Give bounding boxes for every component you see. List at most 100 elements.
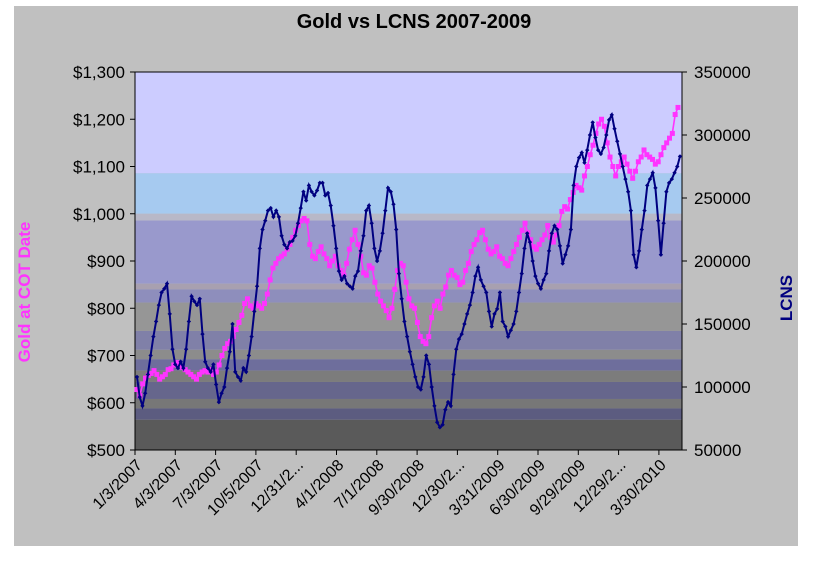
lcns-point	[666, 180, 672, 186]
lcns-point	[669, 176, 675, 182]
lcns-point	[265, 208, 271, 213]
gold-point	[417, 334, 423, 340]
gold-point	[378, 298, 384, 304]
gold-point	[454, 275, 460, 281]
gold-point	[635, 159, 641, 165]
lcns-point	[224, 365, 230, 371]
gold-point	[669, 130, 675, 136]
gold-point	[502, 260, 508, 266]
gold-point	[247, 303, 253, 309]
gold-point	[536, 241, 542, 247]
right-tick-label: 50000	[694, 441, 741, 460]
gold-point	[519, 227, 525, 233]
gold-point	[134, 387, 140, 393]
lcns-point	[571, 183, 576, 188]
gold-point	[516, 234, 522, 240]
lcns-point	[631, 252, 636, 257]
gold-point	[242, 301, 248, 307]
lcns-point	[448, 403, 453, 409]
lcns-point	[227, 349, 232, 354]
gold-point	[216, 362, 222, 368]
gold-point	[344, 260, 350, 266]
chart: Gold vs LCNS 2007-2009 $500$600$700$800$…	[15, 11, 796, 519]
gold-point	[613, 173, 619, 179]
gold-point	[225, 341, 231, 347]
lcns-point	[415, 384, 421, 390]
background-band	[135, 302, 682, 331]
gold-point	[652, 161, 658, 167]
right-tick-label: 100000	[694, 378, 751, 397]
lcns-point	[658, 252, 664, 257]
gold-point	[148, 370, 154, 376]
lcns-point	[645, 183, 650, 188]
left-tick-label: $800	[87, 299, 125, 318]
lcns-point	[615, 139, 620, 144]
left-tick-label: $900	[87, 252, 125, 271]
gold-point	[142, 375, 148, 381]
lcns-point	[186, 319, 192, 324]
gold-point	[151, 368, 157, 374]
background-band	[135, 359, 682, 371]
lcns-point	[284, 246, 290, 251]
lcns-point	[380, 231, 385, 236]
gold-point	[310, 253, 316, 259]
lcns-point	[636, 248, 642, 254]
gold-point	[324, 256, 330, 262]
gold-point	[562, 204, 568, 210]
lcns-point	[145, 372, 151, 377]
lcns-point	[549, 231, 554, 236]
gold-point	[582, 173, 588, 179]
gold-point	[389, 305, 395, 311]
gold-point	[426, 334, 432, 340]
lcns-point	[257, 246, 262, 251]
lcns-point	[478, 277, 484, 283]
lcns-point	[445, 399, 451, 405]
gold-point	[482, 237, 488, 243]
gold-point	[383, 308, 389, 314]
gold-point	[329, 258, 335, 264]
lcns-point	[314, 188, 320, 193]
lcns-point	[628, 208, 634, 213]
lcns-point	[293, 233, 298, 238]
gold-point	[437, 305, 443, 311]
lcns-point	[385, 185, 391, 191]
lcns-point	[634, 265, 639, 270]
gold-point	[321, 251, 327, 257]
lcns-point	[642, 208, 647, 213]
lcns-point	[181, 365, 186, 371]
lcns-point	[497, 290, 503, 295]
lcns-point	[142, 391, 148, 396]
lcns-point	[369, 221, 374, 226]
gold-point	[661, 145, 667, 151]
gold-point	[542, 232, 548, 238]
lcns-point	[333, 246, 339, 251]
gold-point	[460, 279, 466, 285]
lcns-point	[623, 176, 628, 182]
gold-point	[259, 305, 265, 311]
lcns-point	[203, 359, 208, 364]
gold-point	[477, 230, 483, 236]
background-band	[135, 398, 682, 409]
lcns-point	[440, 422, 445, 427]
lcns-point	[481, 284, 486, 289]
gold-point	[641, 147, 647, 153]
lcns-point	[394, 227, 399, 232]
gold-point	[244, 296, 250, 302]
gold-point	[624, 161, 630, 167]
lcns-point	[192, 299, 197, 304]
gold-point	[601, 123, 607, 129]
x-axis: 1/3/20074/3/20077/3/200710/5/200712/31/2…	[90, 450, 670, 519]
lcns-point	[372, 246, 377, 251]
lcns-point	[456, 336, 462, 342]
lcns-point	[557, 243, 563, 249]
gold-point	[168, 366, 174, 372]
gold-point	[239, 312, 245, 318]
lcns-point	[249, 334, 254, 339]
lcns-point	[344, 281, 350, 286]
gold-point	[596, 121, 602, 127]
lcns-point	[323, 193, 328, 198]
gold-point	[471, 241, 477, 247]
gold-point	[440, 291, 446, 297]
gold-point	[264, 291, 270, 297]
gold-point	[318, 244, 324, 250]
